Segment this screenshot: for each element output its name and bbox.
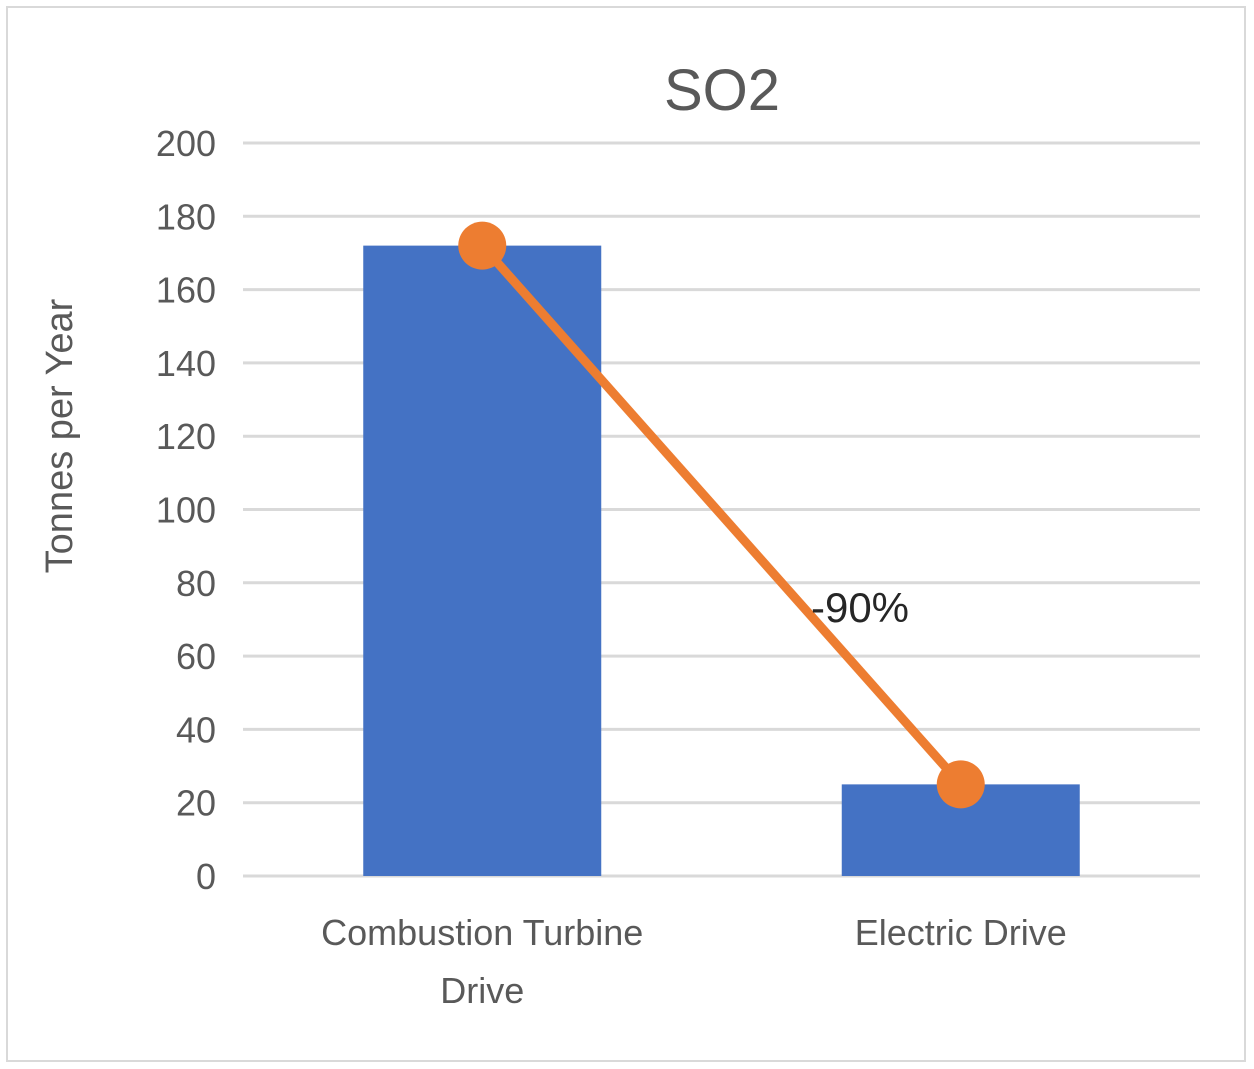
y-axis-ticks: 0 20 40 60 80 100 120 140 160 180 200 — [156, 123, 216, 897]
x-category-label: Drive — [440, 970, 524, 1011]
y-tick-label: 60 — [176, 636, 216, 677]
chart-frame — [6, 6, 1246, 1062]
y-tick-label: 180 — [156, 196, 216, 237]
y-tick-label: 200 — [156, 123, 216, 164]
trend-line-series — [458, 221, 985, 809]
y-tick-label: 80 — [176, 563, 216, 604]
bar-0 — [363, 245, 602, 876]
trend-line — [478, 242, 965, 788]
y-tick-label: 140 — [156, 343, 216, 384]
y-tick-label: 120 — [156, 416, 216, 457]
line-marker-1 — [936, 760, 985, 809]
y-tick-label: 100 — [156, 490, 216, 531]
y-axis-title: Tonnes per Year — [39, 298, 81, 573]
bars — [363, 245, 1080, 876]
x-category-label: Combustion Turbine — [321, 912, 643, 953]
x-category-label: Electric Drive — [855, 912, 1067, 953]
x-axis-categories: Combustion Turbine Drive Electric Drive — [321, 912, 1067, 1011]
y-tick-label: 160 — [156, 270, 216, 311]
chart-title: SO2 — [664, 58, 780, 123]
percent-change-label: -90% — [811, 584, 909, 631]
y-tick-label: 0 — [196, 856, 216, 897]
line-marker-0 — [458, 221, 507, 270]
y-tick-label: 40 — [176, 709, 216, 750]
y-tick-label: 20 — [176, 783, 216, 824]
